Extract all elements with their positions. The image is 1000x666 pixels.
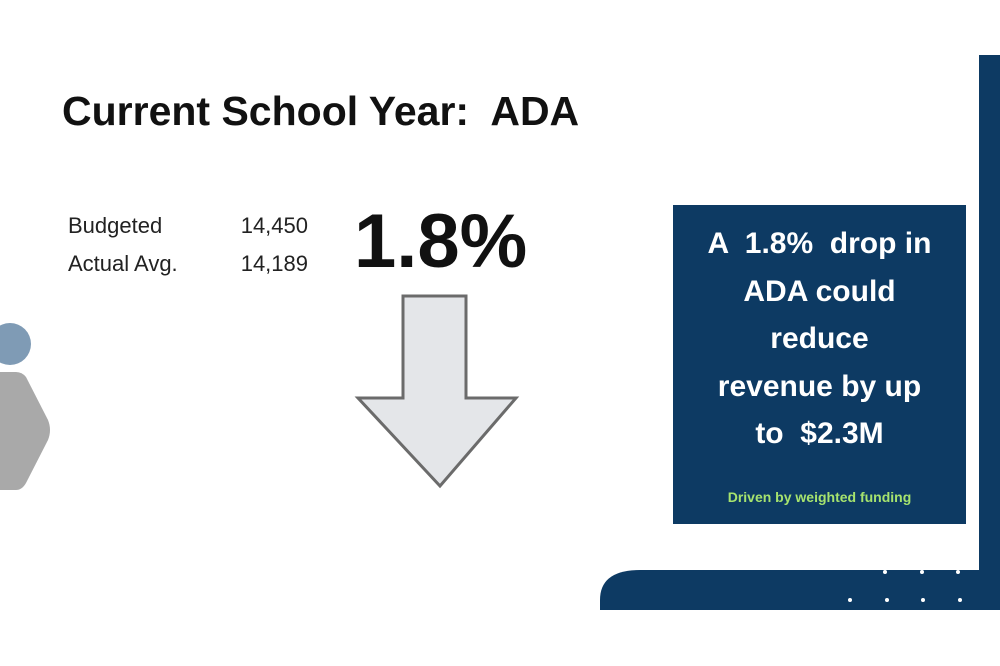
down-arrow (354, 294, 520, 489)
chevron-deco (0, 372, 50, 490)
callout-line: to $2.3M (755, 417, 884, 450)
callout-line: A 1.8% drop in (707, 227, 932, 260)
callout-line: ADA could (743, 274, 896, 308)
callout-note: Driven by weighted funding (727, 489, 912, 505)
stat-label: Actual Avg. (68, 251, 178, 276)
bottom-band (600, 570, 1000, 610)
title: Current School Year: ADA (62, 88, 580, 134)
callout-box: Driven by weighted funding A 1.8% drop i… (673, 205, 966, 524)
stat-label: Budgeted (68, 213, 163, 238)
callout-line: revenue by up (717, 369, 922, 403)
change-percent: 1.8% (354, 199, 528, 284)
circle-deco (0, 323, 31, 365)
dots (848, 570, 962, 602)
stat-value: 14,450 (240, 213, 308, 238)
stat-value: 14,189 (240, 251, 308, 276)
side-bar (979, 55, 1000, 575)
callout-line: reduce (770, 322, 869, 355)
